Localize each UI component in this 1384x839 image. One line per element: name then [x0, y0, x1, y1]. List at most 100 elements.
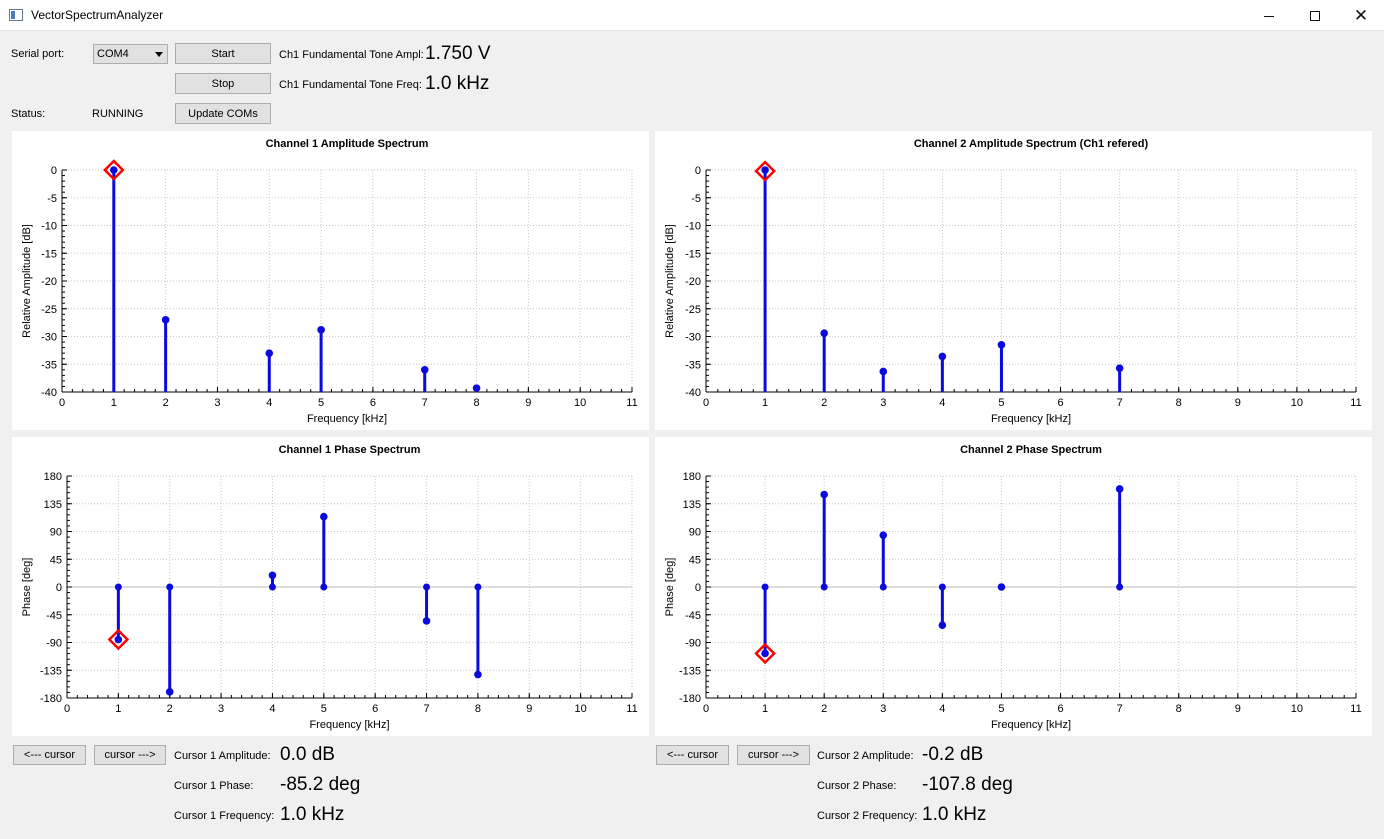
- update-coms-button[interactable]: Update COMs: [175, 103, 271, 124]
- x-axis-label: Frequency [kHz]: [309, 719, 389, 731]
- cursor1-phase-label: Cursor 1 Phase:: [174, 780, 254, 792]
- data-point: [110, 166, 118, 174]
- x-tick-label: 8: [473, 397, 479, 409]
- y-tick-label: -135: [40, 665, 62, 677]
- y-tick-label: -20: [685, 276, 701, 288]
- x-tick-label: 1: [111, 397, 117, 409]
- data-point: [265, 349, 274, 357]
- y-tick-label: -5: [691, 193, 701, 205]
- cursor1-right-button[interactable]: cursor --->: [94, 745, 166, 765]
- maximize-button[interactable]: [1292, 0, 1338, 31]
- cursor1-left-button[interactable]: <--- cursor: [13, 745, 86, 765]
- y-axis-label: Relative Amplitude [dB]: [21, 224, 33, 338]
- y-tick-label: 180: [44, 471, 62, 483]
- x-tick-label: 9: [525, 397, 531, 409]
- chart-title: Channel 2 Phase Spectrum: [960, 444, 1102, 456]
- cursor1-amplitude-value: 0.0 dB: [280, 744, 335, 765]
- y-axis-label: Phase [deg]: [664, 558, 676, 617]
- stop-button[interactable]: Stop: [175, 73, 271, 94]
- x-tick-label: 10: [1291, 397, 1303, 409]
- chart-svg: Channel 1 Amplitude Spectrum 0 1 2 3 4 5 6 7 8 9 10…: [21, 138, 638, 425]
- x-tick-label: 10: [575, 703, 587, 715]
- data-point: [761, 649, 769, 658]
- chart-title: Channel 1 Phase Spectrum: [279, 444, 421, 456]
- data-point: [165, 688, 174, 696]
- stem-base-point: [938, 583, 946, 591]
- ch2-amplitude-chart: Channel 2 Amplitude Spectrum (Ch1 refere…: [655, 131, 1372, 430]
- y-tick-label: 0: [56, 582, 62, 594]
- y-tick-label: 135: [44, 499, 62, 511]
- status-value: RUNNING: [92, 108, 144, 120]
- cursor2-frequency-value: 1.0 kHz: [922, 804, 987, 825]
- y-tick-label: 180: [683, 471, 701, 483]
- y-tick-label: -30: [685, 332, 701, 344]
- x-tick-label: 5: [318, 397, 324, 409]
- x-tick-label: 3: [218, 703, 224, 715]
- data-point: [997, 583, 1006, 591]
- window-title: VectorSpectrumAnalyzer: [31, 8, 164, 22]
- start-button[interactable]: Start: [175, 43, 271, 64]
- cursor2-right-button[interactable]: cursor --->: [737, 745, 810, 765]
- data-point: [820, 329, 828, 337]
- x-tick-label: 5: [998, 703, 1004, 715]
- title-bar: VectorSpectrumAnalyzer ✕: [0, 0, 1384, 31]
- data-point: [1115, 485, 1124, 493]
- y-tick-label: -15: [685, 248, 701, 260]
- x-tick-label: 5: [321, 703, 327, 715]
- y-tick-label: -25: [41, 304, 57, 316]
- y-axis-label: Phase [deg]: [21, 558, 33, 617]
- chart-title: Channel 2 Amplitude Spectrum (Ch1 refere…: [914, 138, 1149, 150]
- close-button[interactable]: ✕: [1338, 0, 1384, 31]
- y-tick-label: 90: [689, 527, 701, 539]
- minimize-button[interactable]: [1246, 0, 1292, 31]
- y-tick-label: -180: [679, 693, 701, 705]
- x-tick-label: 3: [880, 397, 886, 409]
- cursor1-phase-value: -85.2 deg: [280, 774, 361, 795]
- stem-base-point: [166, 583, 174, 591]
- data-point: [420, 366, 429, 374]
- x-tick-label: 1: [115, 703, 121, 715]
- x-tick-label: 2: [167, 703, 173, 715]
- x-tick-label: 4: [266, 397, 272, 409]
- ch1-amplitude-chart: Channel 1 Amplitude Spectrum 0 1 2 3 4 5 6 7 8 9 10…: [12, 131, 649, 430]
- x-axis-label: Frequency [kHz]: [991, 719, 1071, 731]
- y-tick-label: 0: [51, 165, 57, 177]
- stem-base-point: [1116, 583, 1124, 591]
- y-tick-label: -30: [41, 332, 57, 344]
- cursor-marker[interactable]: [754, 160, 776, 182]
- y-tick-label: 0: [695, 165, 701, 177]
- serial-port-select[interactable]: COM4: [93, 44, 168, 64]
- fundamental-ampl-value: 1.750 V: [425, 43, 491, 64]
- cursor2-amplitude-label: Cursor 2 Amplitude:: [817, 750, 914, 762]
- y-tick-label: 90: [50, 527, 62, 539]
- chart-title: Channel 1 Amplitude Spectrum: [266, 138, 429, 150]
- x-tick-label: 2: [821, 703, 827, 715]
- cursor2-phase-value: -107.8 deg: [922, 774, 1013, 795]
- x-tick-label: 9: [526, 703, 532, 715]
- x-tick-label: 10: [1291, 703, 1303, 715]
- x-tick-label: 7: [1117, 397, 1123, 409]
- cursor-marker[interactable]: [103, 159, 125, 181]
- y-tick-label: -20: [41, 276, 57, 288]
- cursor2-left-button[interactable]: <--- cursor: [656, 745, 729, 765]
- y-tick-label: -45: [46, 610, 62, 622]
- y-tick-label: -10: [685, 221, 701, 233]
- x-tick-label: 3: [214, 397, 220, 409]
- stem-base-point: [474, 583, 482, 591]
- status-label: Status:: [11, 108, 46, 120]
- stem-base-point: [268, 583, 276, 591]
- stem-base-point: [320, 583, 328, 591]
- data-point: [317, 326, 325, 334]
- y-tick-label: -180: [40, 693, 62, 705]
- cursor-marker[interactable]: [754, 642, 776, 665]
- x-tick-label: 1: [762, 397, 768, 409]
- data-point: [161, 316, 170, 324]
- x-tick-label: 7: [1117, 703, 1123, 715]
- serial-port-label: Serial port:: [11, 48, 65, 60]
- x-tick-label: 6: [1057, 397, 1063, 409]
- cursor-marker[interactable]: [107, 628, 130, 651]
- y-tick-label: -35: [41, 359, 57, 371]
- data-point: [938, 352, 947, 361]
- y-tick-label: 0: [695, 582, 701, 594]
- ch2-phase-chart: Channel 2 Phase Spectrum 0 1 2 3 4 5 6 7 8 9 10 11 18…: [655, 437, 1372, 736]
